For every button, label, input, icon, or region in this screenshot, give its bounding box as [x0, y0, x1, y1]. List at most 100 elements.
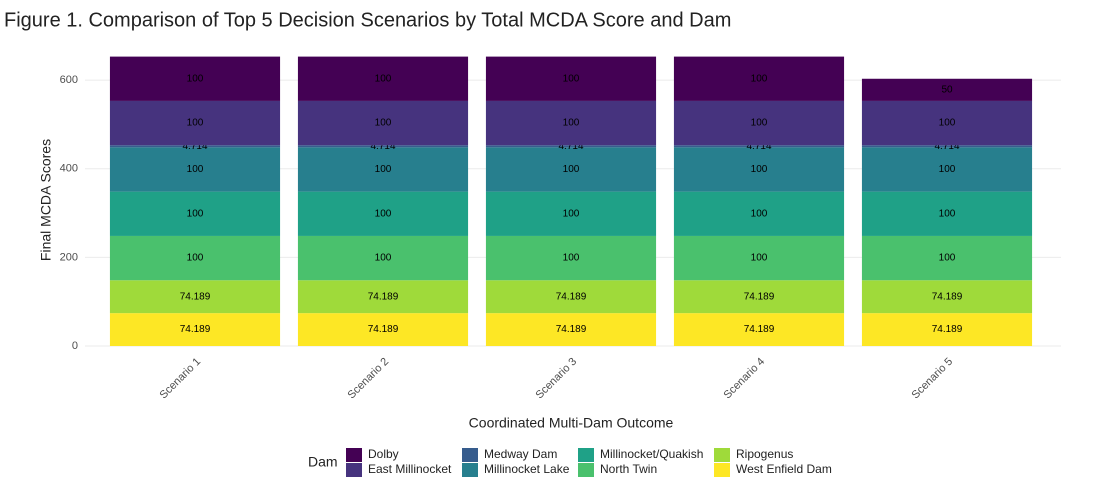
data-label: 100: [375, 208, 392, 219]
x-tick-label: Scenario 4: [722, 356, 768, 402]
bar-segment: [297, 100, 469, 146]
data-label: 100: [563, 73, 580, 84]
legend-label: Medway Dam: [484, 447, 557, 461]
bar-segment: [485, 191, 657, 236]
x-tick-label: Scenario 1: [158, 356, 204, 402]
bar-segment: [861, 235, 1033, 281]
bar-segment: [485, 280, 657, 314]
x-tick-label: Scenario 5: [910, 356, 956, 402]
data-label: 100: [563, 253, 580, 264]
y-axis-title: Final MCDA Scores: [38, 139, 54, 261]
x-tick-label: Scenario 2: [346, 356, 392, 402]
data-label: 100: [187, 208, 204, 219]
y-tick-label: 200: [60, 251, 78, 263]
data-label: 100: [939, 118, 956, 129]
data-label: 100: [187, 253, 204, 264]
bar-segment: [673, 235, 845, 281]
legend-key: [346, 448, 362, 462]
data-label: 100: [375, 73, 392, 84]
bar-segment: [673, 147, 845, 192]
data-label: 100: [751, 118, 768, 129]
bar-segment: [485, 313, 657, 347]
legend-key: [714, 463, 730, 477]
bar-segment: [109, 280, 281, 314]
legend-label: Dolby: [368, 447, 399, 461]
bar-segment: [861, 145, 1033, 148]
data-label: 100: [375, 253, 392, 264]
bar-segment: [109, 191, 281, 236]
data-label: 100: [751, 253, 768, 264]
y-tick-label: 0: [72, 340, 78, 352]
bar-segment: [673, 280, 845, 314]
data-label: 100: [187, 164, 204, 175]
bar-segment: [297, 235, 469, 281]
data-label: 74.189: [744, 291, 775, 302]
legend-label: West Enfield Dam: [736, 462, 832, 476]
bar-segment: [109, 313, 281, 347]
bar-segment: [861, 313, 1033, 347]
legend-key: [714, 448, 730, 462]
bar-segment: [673, 191, 845, 236]
data-label: 100: [375, 164, 392, 175]
bar-segment: [297, 313, 469, 347]
data-label: 74.189: [556, 324, 587, 335]
bar-segment: [109, 235, 281, 281]
chart-title: Figure 1. Comparison of Top 5 Decision S…: [4, 9, 731, 31]
data-label: 100: [939, 253, 956, 264]
data-label: 74.189: [368, 324, 399, 335]
bar-segment: [109, 56, 281, 101]
y-tick-label: 400: [60, 163, 78, 175]
data-label: 100: [751, 164, 768, 175]
data-label: 74.189: [744, 324, 775, 335]
data-label: 74.189: [180, 291, 211, 302]
data-label: 100: [751, 208, 768, 219]
bar-segment: [673, 145, 845, 148]
legend-label: Millinocket/Quakish: [600, 447, 703, 461]
data-label: 74.189: [932, 291, 963, 302]
bar-segment: [673, 56, 845, 101]
data-label: 4.714: [370, 141, 395, 152]
legend-key: [346, 463, 362, 477]
y-tick-label: 600: [60, 74, 78, 86]
legend-key: [578, 448, 594, 462]
data-label: 74.189: [368, 291, 399, 302]
legend-key: [578, 463, 594, 477]
x-tick-label: Scenario 3: [534, 356, 580, 402]
legend-label: Millinocket Lake: [484, 462, 570, 476]
bar-segment: [297, 147, 469, 192]
legend-title: Dam: [308, 454, 338, 470]
data-label: 4.714: [182, 141, 207, 152]
data-label: 74.189: [180, 324, 211, 335]
data-label: 74.189: [556, 291, 587, 302]
bar-segment: [861, 280, 1033, 314]
legend-key: [462, 463, 478, 477]
legend-label: Ripogenus: [736, 447, 793, 461]
data-label: 4.714: [746, 141, 771, 152]
legend-key: [462, 448, 478, 462]
bar-segment: [297, 280, 469, 314]
bar-segment: [109, 147, 281, 192]
data-label: 100: [375, 118, 392, 129]
data-label: 100: [187, 73, 204, 84]
bar-segment: [109, 100, 281, 146]
data-label: 100: [563, 208, 580, 219]
data-label: 100: [563, 118, 580, 129]
bar-segment: [297, 191, 469, 236]
data-label: 100: [187, 118, 204, 129]
bar-segment: [485, 145, 657, 148]
legend-label: East Millinocket: [368, 462, 452, 476]
bar-segment: [861, 78, 1033, 101]
bar-segment: [485, 235, 657, 281]
data-label: 50: [941, 84, 953, 95]
bar-segment: [485, 100, 657, 146]
x-axis-title: Coordinated Multi-Dam Outcome: [469, 415, 674, 431]
bar-segment: [673, 100, 845, 146]
bar-segment: [861, 191, 1033, 236]
bar-segment: [485, 56, 657, 101]
bar-segment: [673, 313, 845, 347]
bar-segment: [297, 56, 469, 101]
bar-segment: [297, 145, 469, 148]
bar-segment: [861, 100, 1033, 146]
bar-segment: [109, 145, 281, 148]
data-label: 4.714: [558, 141, 583, 152]
